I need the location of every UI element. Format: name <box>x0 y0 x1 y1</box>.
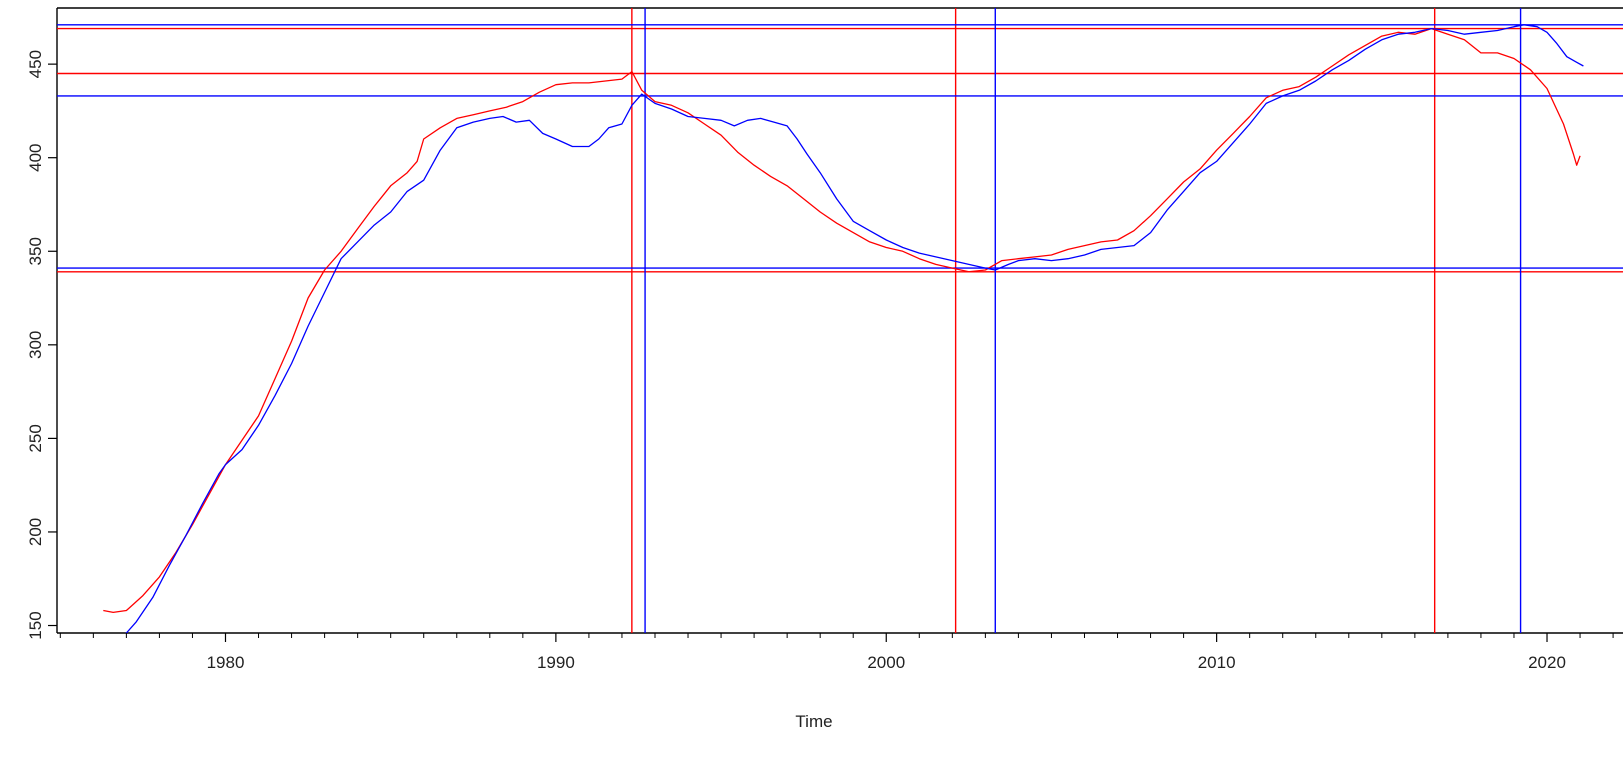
y-tick-label: 150 <box>26 611 45 639</box>
x-tick-label: 2010 <box>1198 653 1236 672</box>
x-axis-ticks: 1980 1990 2000 2010 2020 <box>207 633 1566 672</box>
y-tick-label: 350 <box>26 237 45 265</box>
y-tick-label: 200 <box>26 518 45 546</box>
x-axis-label: Time <box>795 712 832 731</box>
x-tick-label: 1990 <box>537 653 575 672</box>
x-minor-ticks <box>59 633 1614 638</box>
reference-lines <box>57 8 1623 633</box>
y-tick-label: 250 <box>26 424 45 452</box>
series-lines <box>103 24 1584 633</box>
x-tick-label: 2000 <box>867 653 905 672</box>
x-tick-label: 2020 <box>1528 653 1566 672</box>
series-line-blue <box>125 24 1584 633</box>
y-tick-label: 450 <box>26 50 45 78</box>
y-tick-label: 300 <box>26 331 45 359</box>
y-tick-label: 400 <box>26 144 45 172</box>
series-line-red <box>103 27 1581 614</box>
y-axis-ticks: 150 200 250 300 350 400 450 <box>26 50 57 640</box>
x-tick-label: 1980 <box>207 653 245 672</box>
